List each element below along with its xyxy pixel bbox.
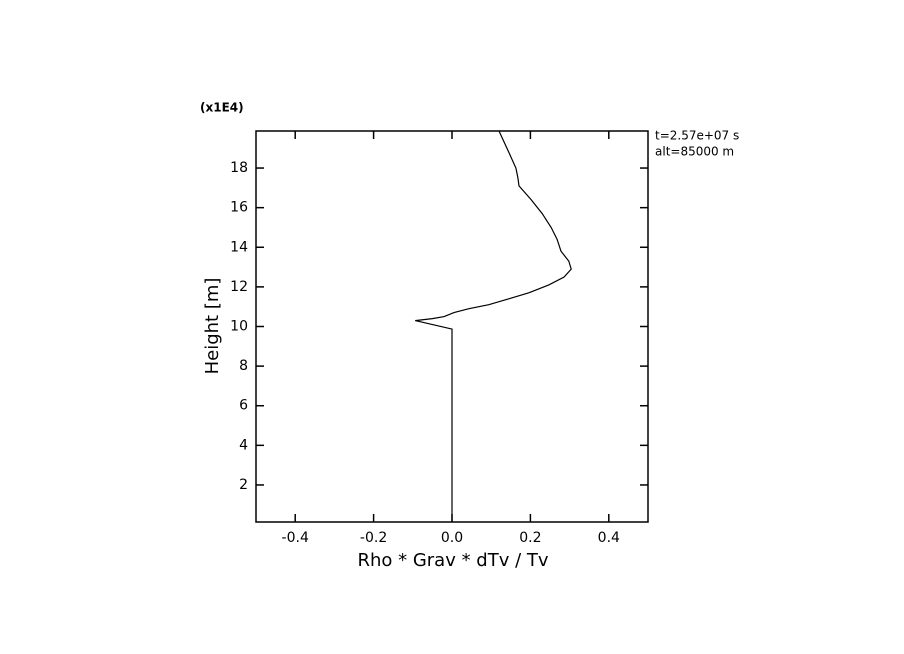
y-tick-label: 16 xyxy=(230,200,248,216)
x-tick-label: 0.4 xyxy=(598,530,620,546)
y-tick-label: 12 xyxy=(230,279,248,295)
x-tick-label: 0.2 xyxy=(519,530,541,546)
y-tick-label: 8 xyxy=(239,358,248,374)
y-tick-label: 6 xyxy=(239,398,248,414)
x-tick-label: -0.4 xyxy=(282,530,309,546)
y-tick-label: 4 xyxy=(239,437,248,453)
x-tick-label: -0.2 xyxy=(360,530,387,546)
annotation: alt=85000 m xyxy=(655,145,734,159)
y-tick-label: 10 xyxy=(230,319,248,335)
y-axis-label: Height [m] xyxy=(202,278,223,375)
y-tick-label: 14 xyxy=(230,239,248,255)
y-multiplier: (x1E4) xyxy=(200,101,244,115)
profile-line xyxy=(415,130,572,522)
x-tick-label: 0.0 xyxy=(441,530,463,546)
y-tick-label: 2 xyxy=(239,477,248,493)
y-tick-label: 18 xyxy=(230,160,248,176)
annotation: t=2.57e+07 s xyxy=(655,129,739,143)
x-axis-label: Rho * Grav * dTv / Tv xyxy=(357,550,548,571)
